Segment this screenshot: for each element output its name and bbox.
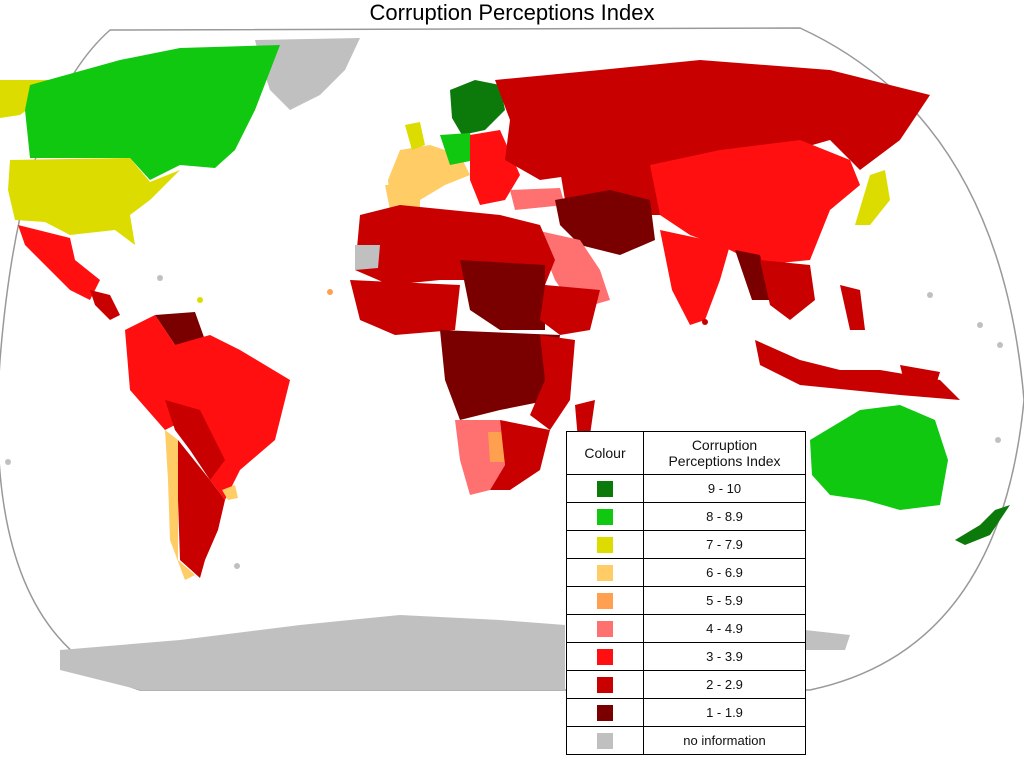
- legend-swatch-cell: [566, 614, 644, 643]
- region-canada: [25, 45, 280, 180]
- legend-row: 3 - 3.9: [566, 642, 806, 671]
- region-antarctica: [60, 615, 565, 690]
- island-dot: [157, 275, 163, 281]
- legend-label: no information: [643, 726, 806, 755]
- region-central-africa: [440, 330, 560, 420]
- region-japan: [855, 170, 890, 225]
- legend-swatch: [597, 648, 613, 665]
- region-southeast-asia: [760, 260, 815, 320]
- island-dot: [5, 459, 11, 465]
- legend-swatch-cell: [566, 726, 644, 755]
- legend-swatch-cell: [566, 530, 644, 559]
- legend-swatch: [597, 704, 613, 721]
- legend-row: 2 - 2.9: [566, 670, 806, 699]
- legend-swatch: [597, 620, 613, 637]
- region-iran-afghanistan: [555, 190, 655, 255]
- legend-row: no information: [566, 726, 806, 755]
- legend-swatch-cell: [566, 558, 644, 587]
- island-dot: [327, 289, 333, 295]
- region-west-africa: [350, 280, 460, 335]
- region-venezuela: [155, 312, 205, 345]
- region-sahel: [460, 260, 545, 330]
- legend-swatch: [597, 592, 613, 609]
- legend-row: 7 - 7.9: [566, 530, 806, 559]
- world-map: [0, 27, 1024, 691]
- region-horn-of-africa: [540, 285, 600, 335]
- legend-header-colour: Colour: [566, 431, 644, 475]
- island-dot: [927, 292, 933, 298]
- region-china: [650, 140, 860, 265]
- region-scandinavia: [450, 80, 505, 135]
- island-dot: [197, 297, 203, 303]
- legend-label: 5 - 5.9: [643, 586, 806, 615]
- legend-row: 6 - 6.9: [566, 558, 806, 587]
- region-usa: [8, 158, 180, 245]
- region-uk: [405, 122, 425, 150]
- legend-swatch-cell: [566, 474, 644, 503]
- region-madagascar: [575, 400, 595, 440]
- legend-label: 3 - 3.9: [643, 642, 806, 671]
- legend-swatch: [597, 536, 613, 553]
- legend-row: 5 - 5.9: [566, 586, 806, 615]
- legend-swatch-cell: [566, 670, 644, 699]
- legend-row: 9 - 10: [566, 474, 806, 503]
- legend-label: 9 - 10: [643, 474, 806, 503]
- legend-label: 2 - 2.9: [643, 670, 806, 699]
- legend-label: 6 - 6.9: [643, 558, 806, 587]
- region-russia: [495, 60, 930, 180]
- region-bolivia-paraguay: [165, 400, 225, 480]
- island-dot: [977, 322, 983, 328]
- region-mexico: [18, 225, 100, 300]
- legend-row: 4 - 4.9: [566, 614, 806, 643]
- region-chile: [165, 430, 195, 580]
- region-india: [660, 230, 730, 325]
- region-west-sahara: [355, 245, 380, 270]
- region-east-africa: [530, 335, 575, 430]
- legend-swatch: [597, 480, 613, 497]
- legend-label: 1 - 1.9: [643, 698, 806, 727]
- region-argentina: [178, 440, 225, 578]
- legend-swatch-cell: [566, 642, 644, 671]
- region-australia: [810, 405, 948, 510]
- map-legend: Colour Corruption Perceptions Index 9 - …: [566, 431, 806, 755]
- region-germany: [440, 133, 475, 165]
- island-dot: [702, 319, 708, 325]
- legend-header-index-line2: Perceptions Index: [668, 453, 781, 469]
- legend-swatch: [597, 732, 613, 749]
- region-philippines: [840, 285, 865, 330]
- legend-label: 7 - 7.9: [643, 530, 806, 559]
- region-south-america-north: [125, 315, 290, 500]
- legend-label: 8 - 8.9: [643, 502, 806, 531]
- legend-header-row: Colour Corruption Perceptions Index: [566, 431, 806, 475]
- legend-header-index-line1: Corruption: [691, 437, 758, 453]
- region-uruguay: [222, 485, 238, 500]
- island-dot: [995, 437, 1001, 443]
- map-title: Corruption Perceptions Index: [369, 0, 655, 25]
- legend-swatch: [597, 508, 613, 525]
- legend-label: 4 - 4.9: [643, 614, 806, 643]
- island-dot: [997, 342, 1003, 348]
- legend-row: 8 - 8.9: [566, 502, 806, 531]
- legend-swatch: [597, 676, 613, 693]
- region-antarctica-east: [805, 630, 850, 650]
- legend-body: 9 - 10 8 - 8.9 7 - 7.9 6 - 6.9 5 - 5.9 4 - 4.…: [566, 474, 806, 755]
- legend-row: 1 - 1.9: [566, 698, 806, 727]
- region-new-zealand: [955, 505, 1010, 545]
- island-dot: [234, 563, 240, 569]
- region-southern-africa-east: [490, 420, 550, 490]
- legend-swatch-cell: [566, 502, 644, 531]
- legend-swatch-cell: [566, 698, 644, 727]
- region-turkey: [510, 188, 565, 210]
- region-greenland: [255, 38, 360, 110]
- legend-header-index: Corruption Perceptions Index: [643, 431, 806, 475]
- legend-swatch-cell: [566, 586, 644, 615]
- legend-swatch: [597, 564, 613, 581]
- region-papua-new-guinea: [900, 365, 940, 388]
- region-central-america: [90, 290, 120, 320]
- region-iberia: [385, 185, 420, 210]
